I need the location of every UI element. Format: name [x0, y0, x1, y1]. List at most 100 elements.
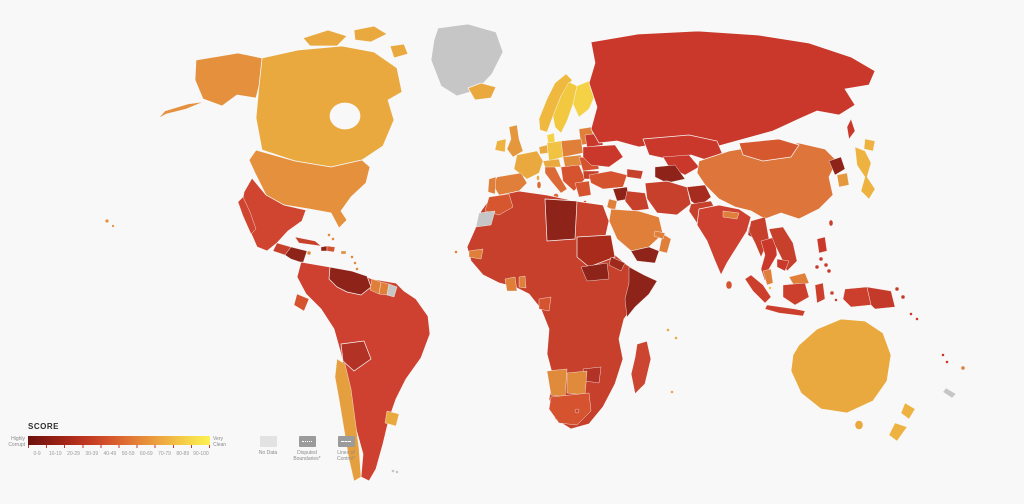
region-lesotho[interactable]	[574, 408, 580, 414]
region-hawaii[interactable]	[111, 224, 115, 228]
region-ukraine[interactable]	[582, 144, 624, 168]
region-togo-benin[interactable]	[518, 275, 527, 289]
region-portugal[interactable]	[487, 176, 497, 195]
region-vietnam-laos[interactable]	[768, 226, 798, 272]
region-new-caledonia[interactable]	[942, 387, 957, 399]
region-moluccas[interactable]	[834, 298, 838, 302]
region-fiji[interactable]	[960, 365, 966, 371]
region-cape-verde[interactable]	[454, 250, 458, 254]
region-germany[interactable]	[546, 140, 564, 162]
region-kalimantan[interactable]	[782, 282, 810, 306]
region-uruguay[interactable]	[384, 410, 400, 427]
region-botswana[interactable]	[566, 370, 588, 396]
region-yemen[interactable]	[630, 246, 660, 264]
region-iraq[interactable]	[624, 190, 650, 212]
region-libya[interactable]	[544, 198, 578, 242]
region-philippines[interactable]	[823, 262, 829, 268]
region-senegal[interactable]	[468, 248, 484, 260]
region-caucasus[interactable]	[626, 168, 644, 180]
region-haiti[interactable]	[320, 245, 328, 252]
region-canada[interactable]	[255, 45, 403, 168]
region-papua-new-guinea[interactable]	[866, 286, 896, 310]
region-south-korea[interactable]	[836, 172, 850, 188]
region-solomon-islands[interactable]	[915, 317, 919, 321]
region-sulawesi[interactable]	[814, 282, 826, 304]
region-nepal[interactable]	[722, 210, 740, 220]
region-singapore[interactable]	[768, 286, 772, 290]
region-cuba[interactable]	[294, 236, 322, 247]
region-vanuatu[interactable]	[941, 353, 945, 357]
region-bolivia[interactable]	[340, 340, 372, 372]
region-somalia[interactable]	[624, 266, 658, 318]
region-sumatra[interactable]	[744, 274, 772, 304]
region-south-sudan[interactable]	[580, 262, 610, 282]
region-baja[interactable]	[237, 196, 257, 235]
region-bahamas[interactable]	[327, 233, 331, 237]
region-greece[interactable]	[574, 180, 592, 198]
region-french-guiana[interactable]	[386, 283, 398, 298]
region-solomon-islands[interactable]	[909, 312, 913, 316]
region-aleutians[interactable]	[158, 101, 204, 119]
region-south-africa[interactable]	[548, 392, 592, 426]
region-india[interactable]	[696, 204, 752, 276]
region-iceland[interactable]	[467, 82, 497, 101]
region-jamaica[interactable]	[306, 250, 312, 256]
region-philippines[interactable]	[816, 236, 828, 254]
region-sudan[interactable]	[576, 234, 616, 268]
region-reunion[interactable]	[670, 390, 674, 394]
region-greenland[interactable]	[430, 23, 504, 97]
region-west-papua[interactable]	[842, 286, 872, 308]
region-benelux[interactable]	[538, 144, 549, 155]
region-falklands[interactable]	[391, 469, 395, 473]
region-taiwan[interactable]	[828, 219, 834, 227]
region-hokkaido[interactable]	[863, 138, 876, 152]
region-philippines[interactable]	[814, 264, 820, 270]
region-saudi-arabia[interactable]	[608, 208, 664, 252]
region-seychelles[interactable]	[666, 328, 670, 332]
region-bahamas[interactable]	[331, 237, 335, 241]
region-png-islands[interactable]	[900, 294, 906, 300]
region-iran[interactable]	[644, 180, 692, 216]
region-sri-lanka[interactable]	[725, 280, 733, 290]
region-italy[interactable]	[544, 164, 568, 194]
region-honduras-nicaragua[interactable]	[284, 246, 308, 264]
region-dominican-republic[interactable]	[326, 245, 336, 253]
region-madagascar[interactable]	[630, 340, 652, 395]
region-philippines[interactable]	[818, 256, 824, 262]
region-uk[interactable]	[506, 124, 524, 158]
region-france[interactable]	[513, 150, 544, 180]
region-corsica[interactable]	[536, 175, 540, 181]
region-canada-arctic[interactable]	[302, 29, 348, 47]
region-ireland[interactable]	[494, 138, 507, 153]
region-ecuador[interactable]	[293, 293, 310, 312]
region-lesser-antilles[interactable]	[355, 267, 359, 271]
region-uzbekistan[interactable]	[662, 154, 700, 176]
region-japan[interactable]	[854, 146, 876, 200]
region-venezuela[interactable]	[328, 266, 372, 296]
region-usa[interactable]	[248, 149, 371, 229]
region-australia[interactable]	[790, 318, 892, 414]
region-java[interactable]	[764, 304, 806, 317]
region-png-islands[interactable]	[894, 286, 900, 292]
region-alaska[interactable]	[194, 52, 263, 107]
region-puerto-rico[interactable]	[340, 250, 347, 255]
region-mongolia[interactable]	[738, 138, 800, 162]
region-turkmenistan[interactable]	[654, 164, 686, 184]
region-philippines[interactable]	[826, 268, 832, 274]
region-north-korea[interactable]	[828, 156, 846, 176]
region-moluccas[interactable]	[829, 290, 835, 296]
region-eritrea-djibouti[interactable]	[608, 256, 626, 272]
region-lesser-antilles[interactable]	[353, 261, 357, 265]
region-sardinia[interactable]	[536, 181, 542, 189]
region-poland[interactable]	[560, 138, 584, 158]
region-alpine[interactable]	[542, 158, 562, 168]
region-turkey[interactable]	[588, 170, 628, 190]
region-lesser-antilles[interactable]	[350, 255, 354, 259]
region-falklands[interactable]	[395, 470, 399, 474]
region-chile[interactable]	[334, 358, 362, 482]
region-cambodia[interactable]	[776, 258, 790, 272]
region-new-zealand-north[interactable]	[900, 402, 916, 420]
region-canada-arctic[interactable]	[389, 43, 409, 59]
region-finland[interactable]	[572, 80, 597, 118]
region-vanuatu[interactable]	[945, 360, 949, 364]
